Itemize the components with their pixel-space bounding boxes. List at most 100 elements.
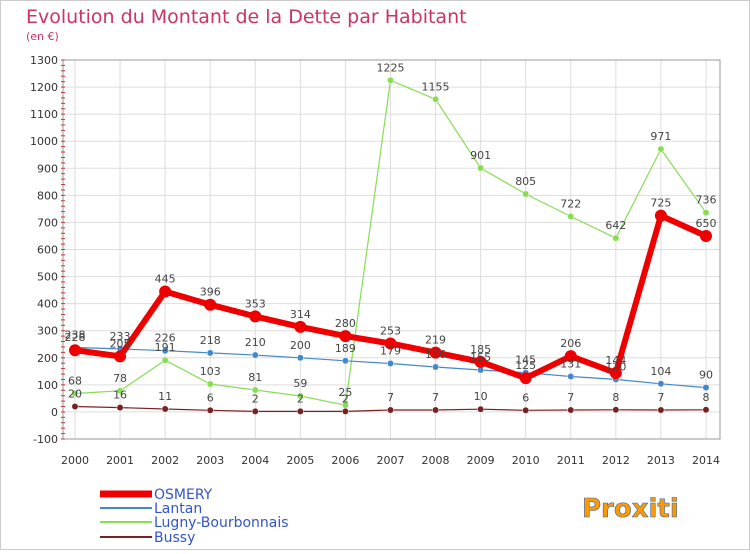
data-label: 205 (110, 337, 131, 350)
data-label: 233 (110, 330, 131, 343)
data-point (519, 372, 532, 385)
legend-item-osmery: OSMERY (100, 487, 213, 503)
data-point (296, 354, 304, 362)
x-tick-label: 2009 (467, 454, 495, 467)
data-point (477, 405, 485, 413)
data-point (387, 360, 394, 367)
legend-item-bussy: Bussy (100, 530, 195, 546)
data-label: 8 (702, 391, 709, 404)
data-label: 131 (560, 357, 581, 370)
x-tick-label: 2013 (647, 454, 675, 467)
data-point (387, 406, 394, 414)
data-point (204, 298, 217, 311)
data-point (567, 406, 575, 414)
data-point (206, 349, 214, 357)
data-point (251, 407, 259, 415)
x-tick-label: 2003 (196, 454, 224, 467)
data-point (522, 406, 530, 414)
y-tick-label: 100 (37, 379, 58, 392)
data-label: 253 (380, 324, 401, 337)
data-label: 25 (338, 386, 352, 399)
y-tick-label: 400 (37, 298, 58, 311)
data-label: 6 (522, 391, 529, 404)
y-tick-label: 200 (37, 352, 58, 365)
data-label: 901 (470, 149, 491, 162)
data-label: 16 (113, 389, 127, 402)
data-label: 185 (470, 343, 491, 356)
data-point (477, 164, 485, 172)
data-label: 191 (155, 341, 176, 354)
data-point (296, 407, 304, 415)
data-point (429, 346, 442, 359)
data-label: 226 (155, 332, 176, 345)
data-label: 90 (699, 369, 713, 382)
chart-subtitle: (en €) (26, 30, 59, 43)
data-label: 120 (605, 360, 626, 373)
data-point (161, 405, 169, 413)
data-label: 200 (290, 339, 311, 352)
data-label: 166 (425, 348, 446, 361)
legend-label: Lugny-Bourbonnais (154, 515, 289, 531)
legend-label: OSMERY (154, 487, 213, 503)
data-label: 210 (245, 336, 266, 349)
x-tick-label: 2006 (331, 454, 359, 467)
y-tick-label: 1200 (30, 81, 58, 94)
y-tick-label: 1300 (30, 54, 58, 67)
data-point (432, 406, 440, 414)
data-label: 971 (650, 130, 671, 143)
chart-title: Evolution du Montant de la Dette par Hab… (26, 6, 467, 28)
series-lantan (71, 344, 710, 392)
data-label: 6 (207, 391, 214, 404)
data-label: 642 (605, 219, 626, 232)
data-point (432, 363, 440, 371)
y-tick-label: 900 (37, 162, 58, 175)
data-point (567, 373, 575, 380)
data-label: 238 (65, 328, 86, 341)
data-label: 81 (248, 371, 262, 384)
x-tick-label: 2000 (61, 454, 89, 467)
data-label: 722 (560, 197, 581, 210)
y-tick-label: 0 (51, 406, 58, 419)
x-tick-label: 2004 (241, 454, 269, 467)
series-layer (69, 76, 712, 415)
legend-item-lugny-bourbonnais: Lugny-Bourbonnais (100, 515, 289, 531)
data-label: 8 (612, 391, 619, 404)
data-label: 650 (695, 217, 716, 230)
y-tick-label: 1000 (30, 135, 58, 148)
data-label: 179 (380, 344, 401, 357)
data-point (702, 406, 710, 414)
series-lugny-bourbonnais (71, 76, 710, 409)
data-label: 2 (252, 392, 259, 405)
y-tick-label: 300 (37, 325, 58, 338)
data-point (71, 403, 79, 410)
data-point (341, 407, 349, 415)
x-tick-label: 2014 (692, 454, 720, 467)
y-tick-label: 800 (37, 189, 58, 202)
data-label: 59 (293, 377, 307, 390)
legend-label: Bussy (154, 530, 195, 546)
data-label: 1225 (376, 61, 404, 74)
data-point (341, 357, 349, 365)
data-point (206, 406, 214, 414)
x-tick-label: 2011 (557, 454, 585, 467)
data-label: 805 (515, 175, 536, 188)
data-point (296, 392, 304, 400)
data-label: 145 (515, 354, 536, 367)
data-label: 103 (200, 365, 221, 378)
data-label: 206 (560, 337, 581, 350)
data-label: 736 (695, 194, 716, 207)
x-tick-label: 2012 (602, 454, 630, 467)
data-point (522, 190, 530, 198)
data-label: 78 (113, 372, 127, 385)
grid (63, 59, 720, 440)
legend-label: Lantan (154, 501, 202, 517)
data-point (612, 234, 620, 242)
data-point (474, 355, 487, 368)
data-label: 2 (342, 392, 349, 405)
y-tick-label: 500 (37, 271, 58, 284)
x-tick-label: 2010 (512, 454, 540, 467)
data-point (657, 380, 665, 388)
series-bussy (71, 403, 710, 415)
